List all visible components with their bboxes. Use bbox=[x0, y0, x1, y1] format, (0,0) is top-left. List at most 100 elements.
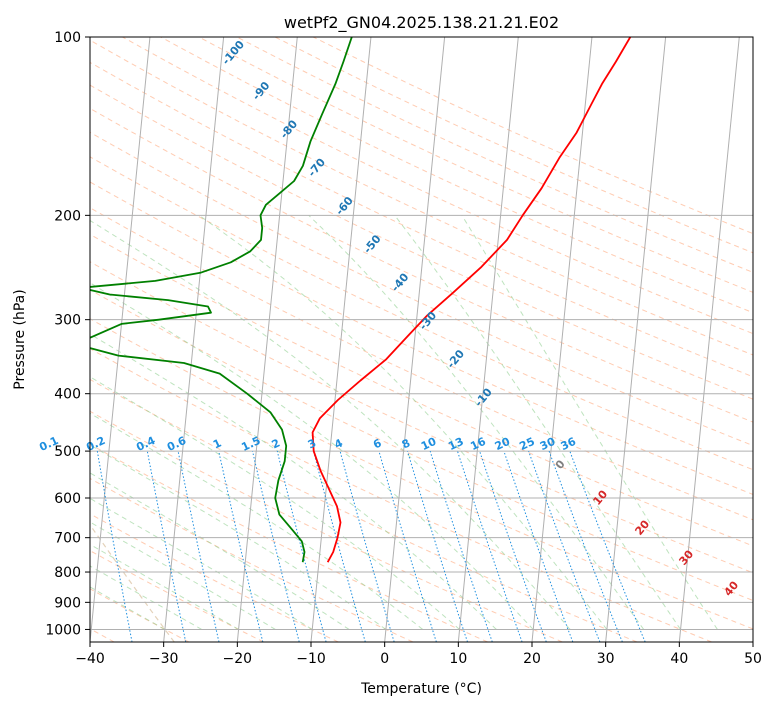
moist-adiabat-line bbox=[90, 219, 571, 630]
y-tick-label: 300 bbox=[54, 313, 81, 329]
isotherm-line bbox=[531, 37, 593, 642]
moist-adiabat-label: 0 bbox=[553, 457, 568, 471]
line-annotations: -100-90-80-70-60-50-40-30-20-100.1 0.2 0.4… bbox=[37, 38, 741, 599]
y-tick-label: 700 bbox=[54, 531, 81, 547]
dry-adiabat-line bbox=[90, 156, 753, 471]
mixing-ratio-label: 30 bbox=[538, 435, 558, 453]
x-axis-title: Temperature (°C) bbox=[360, 681, 482, 697]
mixing-ratio-label: 1 bbox=[211, 436, 223, 451]
y-axis-title: Pressure (hPa) bbox=[12, 289, 28, 389]
x-tick-label: −10 bbox=[296, 651, 326, 667]
dry-adiabat-label: -10 bbox=[472, 385, 495, 409]
moist-adiabat-line bbox=[198, 214, 608, 630]
dry-adiabat-line bbox=[90, 318, 753, 630]
moist-adiabat-line bbox=[90, 586, 166, 630]
dry-adiabat-label: -90 bbox=[250, 79, 273, 103]
y-tick-label: 500 bbox=[54, 444, 81, 460]
isotherm-line bbox=[457, 37, 519, 642]
mixing-ratio-label: 16 bbox=[468, 435, 488, 453]
x-tick-label: 30 bbox=[597, 651, 615, 667]
y-tick-label: 400 bbox=[54, 387, 81, 403]
moist-adiabat-label: 20 bbox=[632, 517, 652, 537]
mixing-ratio-line bbox=[252, 450, 300, 642]
mixing-ratio-line bbox=[177, 451, 220, 642]
moist-adiabat-line bbox=[90, 497, 313, 630]
y-tick-label: 100 bbox=[54, 30, 81, 46]
mixing-ratio-line bbox=[339, 450, 395, 642]
isotherm-line bbox=[90, 37, 151, 642]
moist-adiabat-line bbox=[308, 214, 645, 630]
dry-adiabat-line bbox=[90, 261, 753, 574]
moist-adiabat-line bbox=[461, 215, 718, 630]
x-tick-label: −30 bbox=[149, 651, 179, 667]
mixing-ratio-label: 6 bbox=[371, 436, 384, 451]
moist-adiabat-label: 40 bbox=[721, 578, 741, 598]
isotherm-line bbox=[0, 37, 3, 642]
mixing-ratio-line bbox=[429, 450, 493, 642]
y-tick-label: 1000 bbox=[45, 622, 81, 638]
mixing-ratio-line bbox=[503, 450, 574, 642]
dry-adiabat-line bbox=[90, 107, 753, 423]
moist-adiabat-label: 10 bbox=[590, 487, 610, 507]
dry-adiabat-label: -30 bbox=[417, 309, 440, 333]
series-line bbox=[90, 37, 353, 563]
mixing-ratio-line bbox=[96, 451, 133, 642]
dry-adiabat-label: -80 bbox=[278, 117, 301, 141]
isotherm-line bbox=[310, 37, 372, 642]
isotherm-line bbox=[678, 37, 740, 642]
mixing-ratio-line bbox=[569, 450, 646, 642]
x-tick-label: −40 bbox=[75, 651, 105, 667]
mixing-ratio-line bbox=[313, 450, 366, 642]
dry-adiabat-line bbox=[90, 84, 753, 400]
dry-adiabat-line bbox=[312, 37, 753, 235]
mixing-ratio-label: 13 bbox=[446, 435, 465, 453]
mixing-ratio-label: 10 bbox=[419, 435, 439, 453]
y-tick-label: 900 bbox=[54, 595, 81, 611]
isohume-line bbox=[0, 37, 63, 642]
dry-adiabat-label: -40 bbox=[389, 270, 412, 294]
dry-adiabat-label: -60 bbox=[333, 194, 356, 218]
isotherm-line bbox=[236, 37, 298, 642]
y-tick-label: 600 bbox=[54, 491, 81, 507]
moist-adiabat-line bbox=[394, 215, 681, 630]
dry-adiabat-line bbox=[90, 588, 190, 642]
moist-adiabat-line bbox=[90, 565, 202, 630]
mixing-ratio-line bbox=[528, 450, 601, 642]
moist-adiabat-label: 30 bbox=[676, 547, 696, 567]
mixing-ratio-label: 4 bbox=[332, 436, 345, 451]
dry-adiabat-line bbox=[90, 131, 753, 447]
moist-adiabat-line bbox=[90, 282, 534, 630]
dry-adiabat-line bbox=[90, 289, 753, 601]
x-tick-label: −20 bbox=[223, 651, 253, 667]
dry-adiabat-line bbox=[198, 37, 753, 293]
dry-adiabat-line bbox=[90, 348, 712, 642]
isotherm-line bbox=[163, 37, 225, 642]
plot-frame bbox=[89, 36, 754, 643]
dry-adiabat-line bbox=[90, 443, 488, 642]
mixing-ratio-label: 25 bbox=[517, 435, 536, 453]
dry-adiabat-line bbox=[90, 207, 753, 521]
isotherm-line bbox=[752, 636, 753, 642]
y-tick-label: 800 bbox=[54, 565, 81, 581]
dry-adiabat-line bbox=[90, 550, 264, 642]
chart-title: wetPf2_GN04.2025.138.21.21.E02 bbox=[284, 13, 559, 33]
mixing-ratio-label: 20 bbox=[493, 435, 513, 453]
x-tick-label: 40 bbox=[670, 651, 688, 667]
series-line bbox=[311, 37, 632, 563]
dry-adiabat-line bbox=[90, 181, 753, 495]
mixing-ratio-line bbox=[276, 450, 327, 642]
dry-adiabat-line bbox=[236, 37, 753, 273]
mixing-ratio-label: 3 bbox=[306, 436, 318, 451]
moist-adiabat-line bbox=[90, 521, 276, 630]
x-tick-label: 50 bbox=[744, 651, 762, 667]
dry-adiabat-line bbox=[90, 61, 753, 378]
y-ticks: 1000 900 800 700 600 500 400 300 200 100 bbox=[45, 30, 90, 638]
mixing-ratio-line bbox=[378, 450, 437, 642]
x-tick-label: 10 bbox=[449, 651, 467, 667]
mixing-ratio-line bbox=[479, 450, 547, 642]
isotherm-line bbox=[384, 37, 446, 642]
background-lines bbox=[0, 37, 753, 642]
mixing-ratio-line bbox=[407, 450, 468, 642]
sounding-series bbox=[90, 37, 632, 563]
